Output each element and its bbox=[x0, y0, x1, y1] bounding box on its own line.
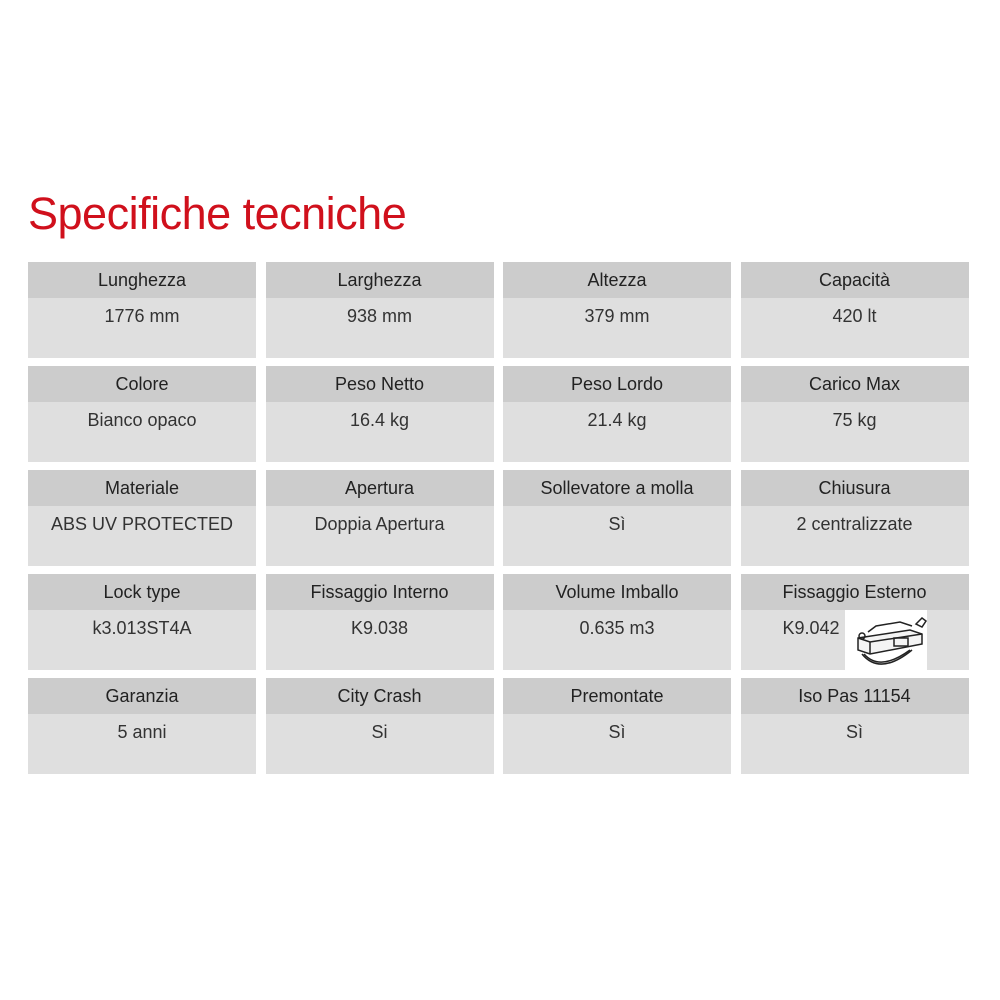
spec-cell: Larghezza 938 mm bbox=[265, 262, 494, 358]
spec-cell: Altezza 379 mm bbox=[503, 262, 731, 358]
spec-label: Garanzia bbox=[28, 678, 256, 714]
spec-value-row: 16.4 kg bbox=[266, 402, 494, 431]
spec-value-row: 1776 mm bbox=[28, 298, 256, 327]
spec-label: Carico Max bbox=[740, 366, 969, 402]
spec-cell: Lunghezza 1776 mm bbox=[28, 262, 256, 358]
spec-label: Peso Lordo bbox=[503, 366, 731, 402]
spec-cell: Peso Lordo 21.4 kg bbox=[503, 366, 731, 462]
spec-value: 21.4 kg bbox=[587, 410, 647, 430]
spec-label: Volume Imballo bbox=[503, 574, 731, 610]
spec-value-row: K9.042 bbox=[741, 610, 969, 670]
spec-value: 5 anni bbox=[117, 722, 167, 742]
spec-cell: Iso Pas 11154 Sì bbox=[740, 678, 969, 774]
spec-label: Colore bbox=[28, 366, 256, 402]
spec-cell: Sollevatore a molla Sì bbox=[503, 470, 731, 566]
spec-label: City Crash bbox=[265, 678, 494, 714]
spec-label: Capacità bbox=[740, 262, 969, 298]
spec-label: Larghezza bbox=[265, 262, 494, 298]
spec-value: 1776 mm bbox=[104, 306, 180, 326]
spec-label: Peso Netto bbox=[265, 366, 494, 402]
spec-value-row: 2 centralizzate bbox=[741, 506, 969, 535]
spec-value: ABS UV PROTECTED bbox=[50, 514, 234, 534]
spec-value-row: Sì bbox=[503, 714, 731, 743]
spec-cell: Chiusura 2 centralizzate bbox=[740, 470, 969, 566]
spec-label: Premontate bbox=[503, 678, 731, 714]
spec-cell: Garanzia 5 anni bbox=[28, 678, 256, 774]
spec-value-row: 5 anni bbox=[28, 714, 256, 743]
spec-label: Fissaggio Interno bbox=[265, 574, 494, 610]
spec-value: Sì bbox=[608, 722, 626, 742]
spec-label: Sollevatore a molla bbox=[503, 470, 731, 506]
spec-cell: Capacità 420 lt bbox=[740, 262, 969, 358]
spec-value-row: k3.013ST4A bbox=[28, 610, 256, 639]
spec-value-row: ABS UV PROTECTED bbox=[28, 506, 256, 535]
spec-value: 379 mm bbox=[584, 306, 650, 326]
spec-value: Doppia Apertura bbox=[314, 514, 445, 534]
spec-value: 75 kg bbox=[832, 410, 877, 430]
spec-cell: Peso Netto 16.4 kg bbox=[265, 366, 494, 462]
spec-value-row: Sì bbox=[503, 506, 731, 535]
spec-value: 938 mm bbox=[346, 306, 413, 326]
spec-value: Bianco opaco bbox=[87, 410, 197, 430]
spec-cell: Volume Imballo 0.635 m3 bbox=[503, 574, 731, 670]
spec-cell: Fissaggio Interno K9.038 bbox=[265, 574, 494, 670]
spec-label: Iso Pas 11154 bbox=[740, 678, 969, 714]
spec-value: 16.4 kg bbox=[349, 410, 410, 430]
spec-value-row: 0.635 m3 bbox=[503, 610, 731, 639]
mounting-clamp-image bbox=[844, 610, 927, 670]
spec-value-row: Sì bbox=[741, 714, 969, 743]
spec-grid: Lunghezza 1776 mm Larghezza 938 mm Altezza 37… bbox=[28, 262, 969, 774]
spec-label: Fissaggio Esterno bbox=[740, 574, 969, 610]
spec-value-row: 75 kg bbox=[741, 402, 969, 431]
spec-value: 2 centralizzate bbox=[796, 514, 913, 534]
spec-label: Altezza bbox=[503, 262, 731, 298]
spec-label: Materiale bbox=[28, 470, 256, 506]
spec-cell: Premontate Sì bbox=[503, 678, 731, 774]
spec-value-row: Bianco opaco bbox=[28, 402, 256, 431]
spec-value-row: K9.038 bbox=[266, 610, 494, 639]
spec-value-row: Doppia Apertura bbox=[266, 506, 494, 535]
spec-value: Sì bbox=[608, 514, 626, 534]
spec-value: K9.042 bbox=[782, 618, 840, 638]
spec-value: 420 lt bbox=[832, 306, 877, 326]
spec-label: Lunghezza bbox=[28, 262, 256, 298]
spec-value-row: 379 mm bbox=[503, 298, 731, 327]
spec-value: 0.635 m3 bbox=[579, 618, 655, 638]
spec-cell: Colore Bianco opaco bbox=[28, 366, 256, 462]
page-title: Specifiche tecniche bbox=[28, 188, 407, 239]
spec-cell: Materiale ABS UV PROTECTED bbox=[28, 470, 256, 566]
spec-label: Chiusura bbox=[740, 470, 969, 506]
spec-value: Si bbox=[371, 722, 388, 742]
spec-cell: Lock type k3.013ST4A bbox=[28, 574, 256, 670]
spec-value-row: Si bbox=[266, 714, 494, 743]
spec-value: Sì bbox=[845, 722, 863, 742]
spec-value: K9.038 bbox=[350, 618, 409, 638]
spec-value-row: 938 mm bbox=[266, 298, 494, 327]
spec-value-row: 21.4 kg bbox=[503, 402, 731, 431]
spec-cell: Apertura Doppia Apertura bbox=[265, 470, 494, 566]
spec-value: k3.013ST4A bbox=[92, 618, 192, 638]
spec-cell: Fissaggio Esterno K9.042 bbox=[740, 574, 969, 670]
spec-value-row: 420 lt bbox=[741, 298, 969, 327]
spec-cell: Carico Max 75 kg bbox=[740, 366, 969, 462]
spec-label: Apertura bbox=[265, 470, 494, 506]
spec-cell: City Crash Si bbox=[265, 678, 494, 774]
spec-label: Lock type bbox=[28, 574, 256, 610]
